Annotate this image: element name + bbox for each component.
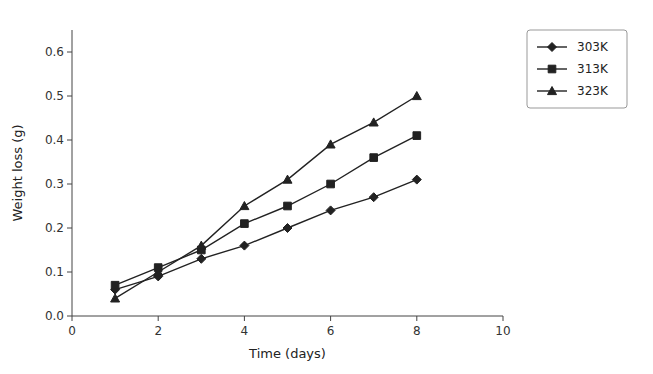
x-tick-label: 0 [68, 324, 76, 338]
x-tick-label: 10 [495, 324, 510, 338]
y-tick-label: 0.0 [45, 309, 64, 323]
legend-label: 303K [577, 40, 609, 54]
legend-label: 323K [577, 84, 609, 98]
y-tick-label: 0.6 [45, 45, 64, 59]
x-axis-line [72, 316, 503, 317]
y-axis-line [72, 30, 73, 316]
point [412, 175, 421, 184]
x-tick [330, 316, 331, 321]
point [369, 118, 378, 126]
y-tick [67, 184, 72, 185]
legend-marker [548, 87, 557, 95]
series-line [115, 96, 417, 298]
x-tick [158, 316, 159, 321]
point [369, 193, 378, 202]
point [240, 241, 249, 250]
legend-frame [527, 30, 627, 108]
point [283, 224, 292, 233]
point [241, 220, 249, 228]
point [197, 241, 206, 249]
point [326, 140, 335, 148]
legend-marker [548, 43, 557, 52]
point [197, 254, 206, 263]
legend-label: 313K [577, 62, 609, 76]
point [240, 202, 249, 210]
x-tick [244, 316, 245, 321]
y-tick-label: 0.3 [45, 177, 64, 191]
y-tick [67, 228, 72, 229]
y-tick-label: 0.4 [45, 133, 64, 147]
series-line [115, 180, 417, 290]
point [111, 281, 119, 289]
y-tick-label: 0.1 [45, 265, 64, 279]
plot-data [111, 92, 422, 303]
x-tick [503, 316, 504, 321]
x-tick [416, 316, 417, 321]
x-tick-label: 4 [241, 324, 249, 338]
point [327, 180, 335, 188]
y-tick [67, 272, 72, 273]
point [283, 175, 292, 183]
point [111, 294, 120, 302]
y-tick-label: 0.2 [45, 221, 64, 235]
chart: 0 2 4 6 8 10 0.0 0.1 0.2 0.3 0.4 0.5 0.6 Time (days) W… [0, 0, 653, 374]
y-tick [67, 96, 72, 97]
x-tick [72, 316, 73, 321]
legend: 303K 313K 323K [527, 30, 627, 108]
x-tick-label: 6 [327, 324, 335, 338]
x-tick-label: 2 [154, 324, 162, 338]
series-line [115, 136, 417, 286]
point [154, 268, 163, 276]
point [412, 92, 421, 100]
y-tick [67, 140, 72, 141]
point [284, 202, 292, 210]
y-axis-label: Weight loss (g) [10, 124, 25, 221]
point [413, 132, 421, 140]
x-tick-label: 8 [413, 324, 421, 338]
legend-marker [548, 65, 556, 73]
x-axis-label: Time (days) [248, 346, 326, 361]
y-tick [67, 316, 72, 317]
y-tick-label: 0.5 [45, 89, 64, 103]
y-tick [67, 52, 72, 53]
point [326, 206, 335, 215]
point [370, 154, 378, 162]
